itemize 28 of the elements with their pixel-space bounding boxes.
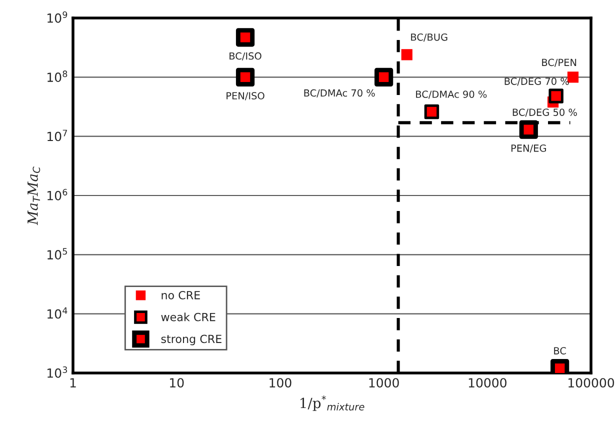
- x-tick-label: 1: [70, 378, 76, 388]
- y-tick-label: 10$^{6}$: [48, 188, 68, 200]
- y-tick-label: 10$^{9}$: [48, 11, 68, 23]
- legend-label: no CRE: [162, 290, 200, 300]
- y-tick-label: 10$^{3}$: [48, 366, 68, 378]
- annotation: BC/ISO: [230, 52, 262, 60]
- annotation: BC: [554, 347, 566, 354]
- y-tick-label: 10$^{4}$: [48, 307, 68, 319]
- x-tick-label: 100: [270, 378, 292, 388]
- x-tick-label: 100000: [568, 378, 614, 388]
- x-tick-label: 10: [170, 378, 184, 388]
- y-axis-title: Ma$_{T}$Ma$_{C}$: [28, 166, 40, 226]
- annotation: BC/PEN: [542, 58, 576, 67]
- annotation: BC/BUG: [411, 33, 448, 42]
- legend-label: strong CRE: [161, 334, 222, 346]
- x-axis-title: 1/p$^{*}$$_{mixture}$: [300, 396, 364, 411]
- x-tick-label: 10000: [468, 378, 506, 388]
- annotation: BC/DMAc 90 %: [416, 90, 487, 99]
- y-tick-label: 10$^{7}$: [48, 130, 67, 142]
- annotation: BC/DMAc 70 %: [304, 89, 375, 98]
- annotation: PEN/EG: [511, 144, 546, 153]
- annotation: BC/DEG 50 %: [512, 108, 577, 117]
- y-tick-label: 10$^{5}$: [48, 248, 67, 260]
- legend-label: weak CRE: [161, 312, 216, 322]
- annotation: PEN/ISO: [226, 92, 264, 100]
- x-tick-label: 1000: [369, 378, 399, 388]
- annotation: BC/DEG 70 %: [504, 78, 569, 86]
- y-tick-label: 10$^{8}$: [48, 70, 68, 82]
